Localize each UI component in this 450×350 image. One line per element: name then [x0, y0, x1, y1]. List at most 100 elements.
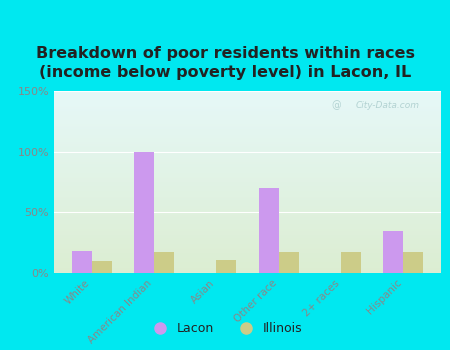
Bar: [54, 166, 441, 167]
Bar: [54, 267, 441, 270]
Bar: [54, 218, 441, 220]
Bar: [54, 200, 441, 202]
Bar: [383, 231, 404, 273]
Bar: [54, 197, 441, 198]
Legend: Lacon, Illinois: Lacon, Illinois: [142, 317, 308, 340]
Bar: [54, 138, 441, 140]
Bar: [54, 188, 441, 189]
Bar: [54, 147, 441, 149]
Bar: [54, 153, 441, 155]
Bar: [54, 146, 441, 147]
Bar: [54, 266, 441, 267]
Bar: [54, 184, 441, 186]
Bar: [54, 117, 441, 118]
Bar: [54, 140, 441, 142]
Text: City-Data.com: City-Data.com: [356, 101, 420, 110]
Bar: [54, 135, 441, 136]
Bar: [216, 260, 236, 273]
Bar: [54, 104, 441, 106]
Bar: [54, 158, 441, 160]
Bar: [54, 247, 441, 249]
Bar: [279, 252, 299, 273]
Bar: [154, 252, 174, 273]
Bar: [54, 258, 441, 260]
Bar: [54, 262, 441, 264]
Bar: [54, 198, 441, 200]
Bar: [54, 257, 441, 258]
Bar: [54, 246, 441, 247]
Bar: [54, 193, 441, 195]
Bar: [54, 100, 441, 102]
Bar: [54, 131, 441, 133]
Bar: [54, 151, 441, 153]
Bar: [54, 133, 441, 135]
Bar: [54, 160, 441, 162]
Bar: [54, 202, 441, 204]
Bar: [54, 175, 441, 176]
Bar: [54, 255, 441, 257]
Bar: [54, 271, 441, 273]
Bar: [54, 213, 441, 215]
Bar: [54, 124, 441, 126]
Bar: [54, 164, 441, 166]
Bar: [54, 222, 441, 224]
Bar: [54, 156, 441, 158]
Bar: [134, 152, 154, 273]
Bar: [54, 109, 441, 111]
Text: Breakdown of poor residents within races
(income below poverty level) in Lacon, : Breakdown of poor residents within races…: [36, 46, 414, 80]
Bar: [54, 251, 441, 253]
Bar: [54, 144, 441, 146]
Text: @: @: [332, 100, 341, 111]
Bar: [54, 270, 441, 271]
Bar: [54, 209, 441, 211]
Bar: [54, 180, 441, 182]
Bar: [54, 249, 441, 251]
Bar: [54, 129, 441, 131]
Bar: [54, 182, 441, 184]
Bar: [54, 118, 441, 120]
Bar: [54, 217, 441, 218]
Bar: [54, 167, 441, 169]
Bar: [54, 253, 441, 255]
Bar: [54, 169, 441, 171]
Bar: [54, 220, 441, 222]
Bar: [54, 224, 441, 226]
Bar: [54, 191, 441, 193]
Bar: [54, 122, 441, 124]
Bar: [54, 215, 441, 217]
Bar: [54, 189, 441, 191]
Bar: [54, 126, 441, 127]
Bar: [54, 111, 441, 113]
Bar: [54, 171, 441, 173]
Bar: [54, 94, 441, 97]
Bar: [54, 136, 441, 138]
Bar: [54, 195, 441, 197]
Bar: [72, 251, 91, 273]
Bar: [54, 235, 441, 237]
Bar: [54, 264, 441, 266]
Bar: [54, 142, 441, 144]
Bar: [341, 252, 361, 273]
Bar: [54, 106, 441, 107]
Bar: [259, 188, 279, 273]
Bar: [54, 211, 441, 213]
Bar: [54, 240, 441, 242]
Bar: [54, 226, 441, 228]
Bar: [54, 228, 441, 229]
Bar: [54, 237, 441, 238]
Bar: [54, 208, 441, 209]
Bar: [54, 127, 441, 129]
Bar: [54, 206, 441, 208]
Bar: [54, 233, 441, 235]
Bar: [91, 261, 112, 273]
Bar: [54, 115, 441, 117]
Bar: [54, 260, 441, 262]
Bar: [54, 176, 441, 178]
Bar: [54, 98, 441, 100]
Bar: [54, 186, 441, 188]
Bar: [54, 120, 441, 122]
Bar: [54, 231, 441, 233]
Bar: [54, 149, 441, 151]
Bar: [54, 93, 441, 94]
Bar: [404, 252, 423, 273]
